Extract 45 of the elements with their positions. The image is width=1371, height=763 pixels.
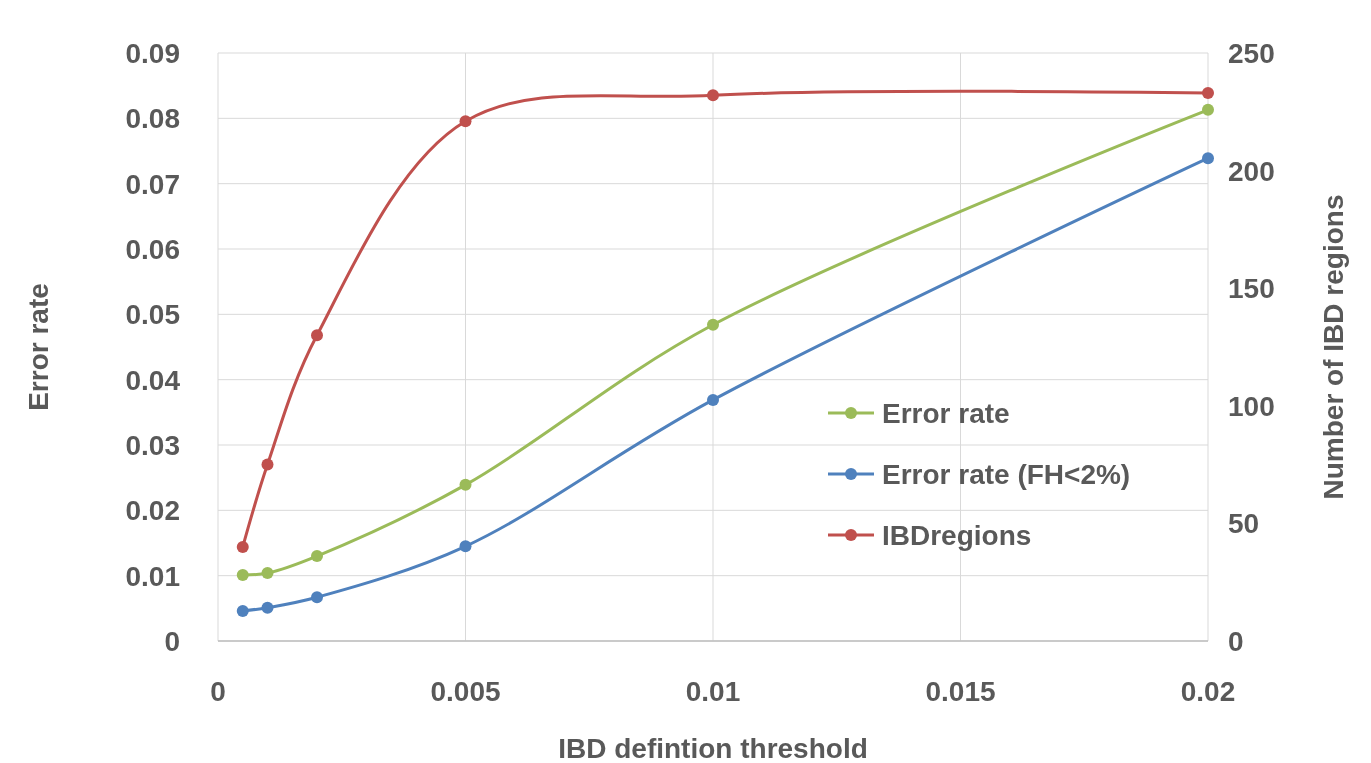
point <box>261 458 274 471</box>
point <box>707 318 719 331</box>
point <box>311 329 323 342</box>
x-tick-label: 0 <box>210 676 226 707</box>
point <box>459 540 472 553</box>
point <box>236 569 249 582</box>
y2-tick-label: 50 <box>1228 508 1260 540</box>
y-tick-label: 0.06 <box>125 234 180 265</box>
y-tick-label: 0.05 <box>125 299 180 331</box>
point <box>236 540 249 553</box>
y-tick-label: 0.09 <box>125 38 180 69</box>
x-tick-label: 0.02 <box>1180 676 1236 707</box>
point <box>1202 152 1214 165</box>
y-tick-label: 0 <box>164 626 180 657</box>
point <box>311 550 323 563</box>
y-tick-label: 0.07 <box>125 168 180 200</box>
x-tick-label: 0.015 <box>925 676 996 707</box>
y-tick-label: 0.02 <box>125 495 180 527</box>
y2-tick-label: 100 <box>1228 390 1275 422</box>
y2-tick-label: 0 <box>1228 626 1244 657</box>
x-tick-label: 0.01 <box>685 676 741 707</box>
y2-tick-label: 250 <box>1228 38 1275 69</box>
point <box>459 478 472 491</box>
y-axis-title: Error rate <box>23 283 54 411</box>
y2-axis-title: Number of IBD regions <box>1318 194 1349 500</box>
x-tick-label: 0.005 <box>430 676 501 707</box>
y2-tick-label: 150 <box>1228 273 1275 305</box>
point <box>1202 103 1214 116</box>
point <box>311 591 323 604</box>
point <box>236 604 249 617</box>
legend-label: IBDregions <box>882 520 1032 551</box>
y-tick-label: 0.08 <box>125 103 180 135</box>
point <box>261 567 274 580</box>
point <box>261 601 274 614</box>
point <box>1202 86 1214 99</box>
x-axis-title: IBD defintion threshold <box>558 733 868 763</box>
legend-label: Error rate <box>882 398 1010 429</box>
y-tick-label: 0.01 <box>125 560 180 592</box>
y2-tick-label: 200 <box>1228 155 1275 187</box>
point <box>707 393 719 406</box>
point <box>707 89 719 102</box>
legend-label: Error rate (FH<2%) <box>882 459 1131 490</box>
y-tick-label: 0.04 <box>125 364 181 396</box>
point <box>459 115 472 128</box>
y-tick-label: 0.03 <box>125 430 180 461</box>
